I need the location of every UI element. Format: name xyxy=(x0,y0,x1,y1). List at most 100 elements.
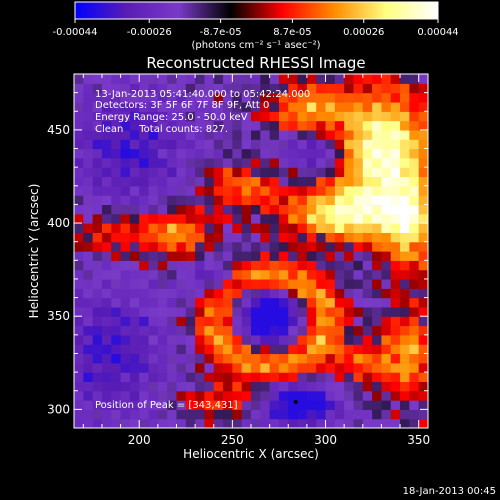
heatmap-cell xyxy=(381,167,392,178)
heatmap-cell xyxy=(204,353,215,364)
heatmap-cell xyxy=(381,372,392,383)
heatmap-cell xyxy=(288,83,299,94)
heatmap-cell xyxy=(400,278,410,289)
heatmap-cell xyxy=(400,92,410,103)
heatmap-cell xyxy=(260,400,271,410)
heatmap-cell xyxy=(120,344,131,355)
heatmap-cell xyxy=(74,129,84,140)
heatmap-cell xyxy=(167,288,178,299)
heatmap-cell xyxy=(418,241,428,252)
heatmap-cell xyxy=(362,390,373,401)
heatmap-cell xyxy=(129,185,140,196)
heatmap-cell xyxy=(260,372,271,383)
heatmap-cell xyxy=(185,139,196,150)
heatmap-cell xyxy=(418,269,428,280)
heatmap-cell xyxy=(92,381,103,392)
heatmap-cell xyxy=(111,316,122,327)
heatmap-cell xyxy=(101,129,112,140)
heatmap-cell xyxy=(176,195,187,206)
heatmap-cell xyxy=(372,251,383,261)
heatmap-cell xyxy=(223,232,233,243)
heatmap-cell xyxy=(344,344,355,355)
heatmap-cell xyxy=(83,185,94,196)
heatmap-cell xyxy=(74,176,84,187)
heatmap-cell xyxy=(129,325,140,336)
heatmap-cell xyxy=(288,120,299,131)
heatmap-cell xyxy=(316,148,327,159)
heatmap-cell xyxy=(74,241,84,252)
heatmap-cell xyxy=(353,334,364,345)
heatmap-cell xyxy=(204,297,215,308)
heatmap-cell xyxy=(185,129,196,140)
heatmap-cell xyxy=(400,418,410,428)
heatmap-cell xyxy=(101,269,112,280)
heatmap-cell xyxy=(260,418,271,428)
heatmap-cell xyxy=(288,251,299,261)
heatmap-cell xyxy=(83,306,94,317)
heatmap-cell xyxy=(334,390,345,401)
heatmap-cell xyxy=(278,223,289,233)
heatmap-cell xyxy=(306,390,317,401)
heatmap-cell xyxy=(381,409,392,420)
heatmap-cell xyxy=(418,139,428,150)
heatmap-cell xyxy=(74,400,84,410)
heatmap-cell xyxy=(167,148,178,159)
heatmap-cell xyxy=(74,139,84,150)
heatmap-cell xyxy=(232,213,243,224)
heatmap-cell xyxy=(418,213,428,224)
heatmap-cell xyxy=(400,120,410,131)
heatmap-cell xyxy=(195,157,206,168)
heatmap-cell xyxy=(167,232,178,243)
heatmap-cell xyxy=(409,157,420,168)
heatmap-cell xyxy=(418,167,428,178)
heatmap-cell xyxy=(316,344,327,355)
heatmap-cell xyxy=(400,139,410,150)
heatmap-cell xyxy=(92,372,103,383)
heatmap-cell xyxy=(139,204,150,215)
heatmap-cell xyxy=(297,185,308,196)
heatmap-cell xyxy=(204,213,215,224)
heatmap-cell xyxy=(344,306,355,317)
heatmap-cell xyxy=(288,241,299,252)
heatmap-cell xyxy=(372,278,383,289)
heatmap-cell xyxy=(167,101,178,112)
heatmap-cell xyxy=(129,120,140,131)
heatmap-cell xyxy=(316,139,327,150)
heatmap-cell xyxy=(129,409,140,420)
heatmap-cell xyxy=(288,409,299,420)
heatmap-cell xyxy=(204,74,215,84)
heatmap-cell xyxy=(306,223,317,233)
heatmap-cell xyxy=(129,176,140,187)
heatmap-cell xyxy=(120,325,131,336)
heatmap-cell xyxy=(334,74,345,84)
heatmap-cell xyxy=(157,195,168,206)
heatmap-cell xyxy=(111,139,122,150)
heatmap-cell xyxy=(390,297,401,308)
heatmap-cell xyxy=(195,83,206,94)
heatmap-cell xyxy=(157,269,168,280)
heatmap-cell xyxy=(185,344,196,355)
heatmap-cell xyxy=(325,400,336,410)
heatmap-cell xyxy=(409,316,420,327)
heatmap-cell xyxy=(101,260,112,271)
colorbar-tick-label: 0.00044 xyxy=(417,27,458,38)
heatmap-cell xyxy=(92,195,103,206)
heatmap-cell xyxy=(83,92,94,103)
heatmap-cell xyxy=(297,390,308,401)
heatmap-cell xyxy=(92,251,103,261)
heatmap-cell xyxy=(120,241,131,252)
heatmap-cell xyxy=(101,204,112,215)
heatmap-cell xyxy=(176,288,187,299)
heatmap-cell xyxy=(260,409,271,420)
heatmap-cell xyxy=(334,83,345,94)
heatmap-cell xyxy=(297,362,308,373)
heatmap-cell xyxy=(223,129,233,140)
heatmap-cell xyxy=(418,223,428,233)
heatmap-cell xyxy=(362,241,373,252)
heatmap-cell xyxy=(344,288,355,299)
heatmap-cell xyxy=(381,344,392,355)
heatmap-cell xyxy=(213,204,224,215)
heatmap-cell xyxy=(204,409,215,420)
heatmap-cell xyxy=(362,120,373,131)
heatmap-cell xyxy=(185,223,196,233)
